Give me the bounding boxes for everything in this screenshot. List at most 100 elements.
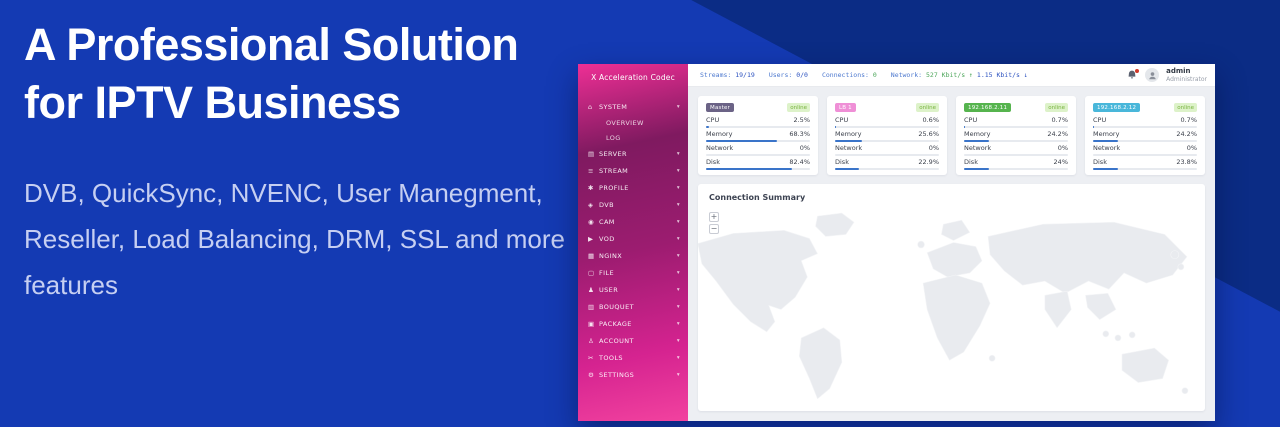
sidebar-item-label: BOUQUET <box>599 302 634 311</box>
metric-label: Disk <box>835 158 849 166</box>
metric-label: Network <box>1093 144 1121 152</box>
sidebar-item-user[interactable]: ♟ USER ▾ <box>578 281 688 298</box>
progress-track <box>706 139 810 142</box>
home-icon: ⌂ <box>588 102 593 111</box>
dashboard-content: Master online CPU 2.5% Memory 68.3% Networ… <box>688 87 1215 421</box>
progress-fill <box>835 125 836 128</box>
sidebar-item-label: NGINX <box>599 251 623 260</box>
metric-label: Memory <box>706 130 733 138</box>
sidebar-item-file[interactable]: ▢ FILE ▾ <box>578 264 688 281</box>
panel-title: Connection Summary <box>709 193 806 202</box>
user-name: admin <box>1166 66 1191 75</box>
progress-fill <box>706 125 709 128</box>
sidebar-item-nginx[interactable]: ▦ NGINX ▾ <box>578 247 688 264</box>
progress-fill <box>964 167 989 170</box>
package-icon: ▣ <box>588 319 595 328</box>
chevron-down-icon: ▾ <box>676 252 680 259</box>
sidebar-item-label: USER <box>599 285 619 294</box>
server-icon: ▤ <box>588 149 595 158</box>
server-card-192-168-2-12: 192.168.2.12 online CPU 0.7% Memory 24.2% … <box>1085 96 1205 175</box>
sidebar-item-cam[interactable]: ◉ CAM ▾ <box>578 213 688 230</box>
chevron-down-icon: ▾ <box>676 371 680 378</box>
metric-value: 24.2% <box>1047 130 1068 138</box>
metric-label: CPU <box>706 116 720 124</box>
server-card-master: Master online CPU 2.5% Memory 68.3% Networ… <box>698 96 818 175</box>
user-menu[interactable]: admin Administrator <box>1126 67 1207 83</box>
metric-value: 0% <box>799 144 810 152</box>
progress-fill <box>706 139 778 142</box>
sidebar-item-stream[interactable]: ≡ STREAM ▾ <box>578 162 688 179</box>
sidebar-nav: ⌂ SYSTEM ▾ OVERVIEW LOG ▤ SERVER ▾ ≡ STR… <box>578 90 688 383</box>
sidebar-item-server[interactable]: ▤ SERVER ▾ <box>578 145 688 162</box>
network-stat: Network: 527 Kbit/s ↑ 1.15 Kbit/s ↓ <box>890 71 1028 79</box>
sidebar-item-tools[interactable]: ✂ TOOLS ▾ <box>578 349 688 366</box>
sidebar-item-system[interactable]: ⌂ SYSTEM ▾ <box>578 98 688 115</box>
progress-fill <box>835 139 862 142</box>
sidebar-item-label: TOOLS <box>599 353 623 362</box>
metric-value: 2.5% <box>793 116 810 124</box>
chevron-down-icon: ▾ <box>676 286 680 293</box>
metric-label: Network <box>706 144 734 152</box>
page-title: A Professional Solution for IPTV Busines… <box>24 19 519 128</box>
hero-subtitle: DVB, QuickSync, NVENC, User Manegment, R… <box>24 178 565 300</box>
sidebar-item-bouquet[interactable]: ▥ BOUQUET ▾ <box>578 298 688 315</box>
metric-value: 24.2% <box>1176 130 1197 138</box>
bouquet-icon: ▥ <box>588 302 595 311</box>
progress-track <box>1093 167 1197 170</box>
sidebar-item-dvb[interactable]: ◈ DVB ▾ <box>578 196 688 213</box>
sidebar-item-profile[interactable]: ✱ PROFILE ▾ <box>578 179 688 196</box>
chevron-down-icon: ▾ <box>676 218 680 225</box>
gear-icon: ⚙ <box>588 370 595 379</box>
sidebar-item-settings[interactable]: ⚙ SETTINGS ▾ <box>578 366 688 383</box>
online-status-badge: online <box>1174 103 1197 112</box>
world-map[interactable] <box>698 208 1205 411</box>
metric-value: 24% <box>1053 158 1068 166</box>
progress-track <box>835 153 939 156</box>
network-down-value: 1.15 Kbit/s ↓ <box>976 71 1028 79</box>
streams-stat: Streams: 19/19 <box>700 71 755 79</box>
sidebar-subitem-overview[interactable]: OVERVIEW <box>606 118 644 127</box>
avatar[interactable] <box>1145 68 1160 82</box>
online-status-badge: online <box>787 103 810 112</box>
metric-label: Network <box>835 144 863 152</box>
sidebar-item-vod[interactable]: ▶ VOD ▾ <box>578 230 688 247</box>
progress-fill <box>964 125 965 128</box>
progress-fill <box>835 167 859 170</box>
map-zoom-out-button[interactable]: − <box>709 224 719 234</box>
progress-fill <box>964 139 990 142</box>
notification-dot <box>1135 69 1140 73</box>
network-up-value: 527 Kbit/s ↑ <box>926 71 973 79</box>
dashboard-screenshot: X Acceleration Codec ⌂ SYSTEM ▾ OVERVIEW… <box>578 64 1215 421</box>
progress-track <box>835 125 939 128</box>
sidebar-subitem-log[interactable]: LOG <box>606 133 621 142</box>
map-zoom-in-button[interactable]: + <box>709 212 719 222</box>
sidebar-item-package[interactable]: ▣ PACKAGE ▾ <box>578 315 688 332</box>
sidebar-item-account[interactable]: ♙ ACCOUNT ▾ <box>578 332 688 349</box>
progress-fill <box>1093 167 1118 170</box>
sidebar-item-label: PACKAGE <box>599 319 632 328</box>
brand-logo: X Acceleration Codec <box>591 72 675 82</box>
file-icon: ▢ <box>588 268 595 277</box>
chevron-down-icon: ▾ <box>676 337 680 344</box>
progress-track <box>964 139 1068 142</box>
progress-track <box>835 167 939 170</box>
progress-fill <box>1093 139 1119 142</box>
online-status-badge: online <box>916 103 939 112</box>
progress-fill <box>1093 125 1094 128</box>
metric-value: 25.6% <box>918 130 939 138</box>
progress-track <box>706 125 810 128</box>
progress-track <box>1093 125 1197 128</box>
metric-value: 0% <box>928 144 939 152</box>
chevron-down-icon: ▾ <box>676 201 680 208</box>
notification-bell-icon[interactable] <box>1126 69 1140 81</box>
metric-label: Disk <box>1093 158 1107 166</box>
metric-label: CPU <box>835 116 849 124</box>
cam-icon: ◉ <box>588 217 595 226</box>
chevron-down-icon: ▾ <box>676 103 680 110</box>
metric-value: 0% <box>1057 144 1068 152</box>
server-card-lb1: LB 1 online CPU 0.6% Memory 25.6% Network 0… <box>827 96 947 175</box>
progress-track <box>706 167 810 170</box>
cogs-icon: ✱ <box>588 183 594 192</box>
sidebar-item-label: DVB <box>599 200 614 209</box>
metric-label: Memory <box>1093 130 1120 138</box>
